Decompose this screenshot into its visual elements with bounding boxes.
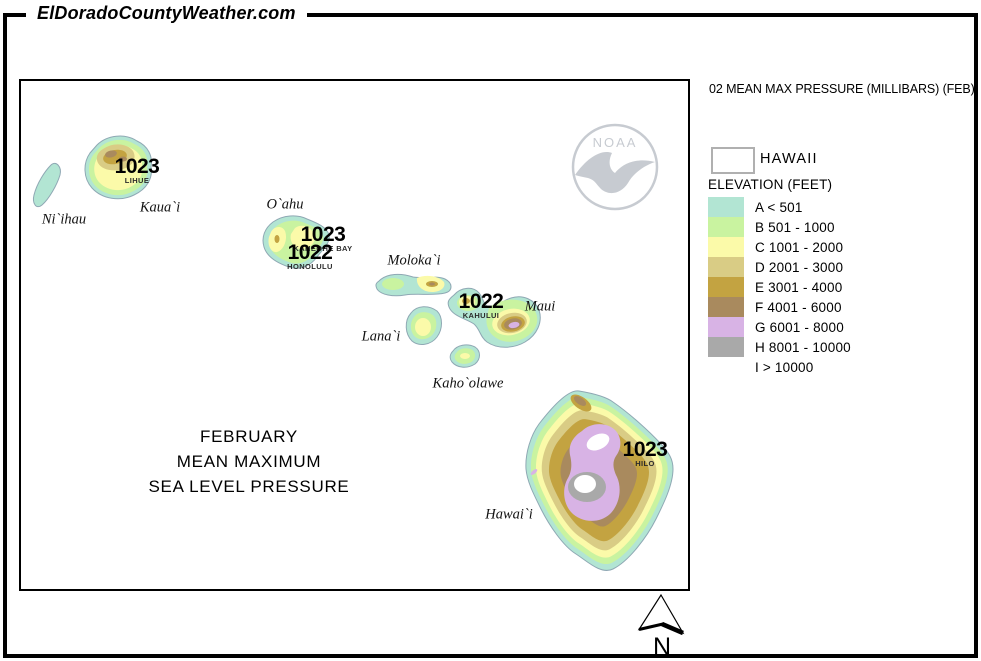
island-hawaii	[525, 390, 674, 571]
north-label: N	[653, 633, 671, 658]
pressure-value: 1023	[622, 438, 668, 461]
legend-swatch-a	[708, 197, 744, 217]
legend-row: E 3001 - 4000	[708, 277, 851, 297]
island-label-molokai: Moloka`i	[387, 252, 441, 269]
legend-label: F 4001 - 6000	[755, 299, 842, 315]
noaa-logo: NOAA	[571, 123, 659, 211]
legend-swatch-f	[708, 297, 744, 317]
map-title: FEBRUARY MEAN MAXIMUM SEA LEVEL PRESSURE	[149, 424, 350, 499]
station-city: LIHUE	[124, 176, 150, 185]
island-niihau	[33, 162, 61, 208]
legend-row: C 1001 - 2000	[708, 237, 851, 257]
legend-label: E 3001 - 4000	[755, 279, 843, 295]
legend-swatch-e	[708, 277, 744, 297]
island-label-maui: Maui	[524, 298, 556, 315]
island-lanai	[405, 306, 442, 345]
hawaii-region-swatch	[711, 147, 755, 174]
hawaii-map-panel: NOAA FEBRUARY MEAN MAXIMUM SEA LEVEL PRE…	[19, 79, 690, 591]
station-kahului: 1022 KAHULUI	[458, 290, 504, 320]
legend-header: 02 MEAN MAX PRESSURE (MILLIBARS) (FEB)	[709, 82, 975, 96]
legend-row: D 2001 - 3000	[708, 257, 851, 277]
station-city: KAHULUI	[462, 311, 500, 320]
pressure-value: 1023	[114, 155, 160, 178]
legend-row: A < 501	[708, 197, 851, 217]
noaa-logo-text: NOAA	[593, 135, 638, 150]
station-city: HONOLULU	[287, 262, 333, 271]
island-label-kauai: Kaua`i	[139, 199, 181, 216]
elevation-legend-title: ELEVATION (FEET)	[708, 177, 833, 192]
noaa-logo-circle	[571, 123, 659, 211]
hawaii-islands-map	[33, 135, 674, 571]
map-title-line2: MEAN MAXIMUM	[176, 452, 322, 471]
map-title-line1: FEBRUARY	[200, 427, 298, 446]
station-hilo: 1023 HILO	[622, 438, 668, 468]
site-title: ElDoradoCountyWeather.com	[26, 3, 307, 24]
pressure-value: 1022	[458, 290, 504, 313]
elevation-legend: A < 501 B 501 - 1000 C 1001 - 2000 D 200…	[708, 197, 851, 377]
noaa-seagull-icon	[575, 152, 655, 194]
legend-swatch-h	[708, 337, 744, 357]
island-oahu	[262, 215, 330, 269]
map-title-line3: SEA LEVEL PRESSURE	[148, 477, 350, 496]
island-label-kahoolawe: Kaho`olawe	[432, 375, 504, 392]
north-arrow: N	[637, 593, 685, 658]
legend-swatch-c	[708, 237, 744, 257]
legend-row: I > 10000	[708, 357, 851, 377]
station-kaneohe-bay: 1023 KANEOHE BAY	[293, 223, 353, 253]
north-arrow-chevron-right	[661, 621, 684, 636]
legend-row: G 6001 - 8000	[708, 317, 851, 337]
legend-label: I > 10000	[755, 359, 814, 375]
station-honolulu: 1022 HONOLULU	[287, 241, 333, 271]
legend-label: H 8001 - 10000	[755, 339, 851, 355]
legend-row: F 4001 - 6000	[708, 297, 851, 317]
legend-row: H 8001 - 10000	[708, 337, 851, 357]
hawaii-region-label: HAWAII	[760, 151, 818, 167]
island-maui	[447, 287, 541, 348]
legend-swatch-d	[708, 257, 744, 277]
island-label-hawaii: Hawai`i	[485, 506, 533, 523]
legend-label: D 2001 - 3000	[755, 259, 844, 275]
legend-swatch-b	[708, 217, 744, 237]
legend-swatch-i	[708, 357, 744, 377]
station-city: HILO	[635, 459, 655, 468]
station-lihue: 1023 LIHUE	[114, 155, 160, 185]
island-kahoolawe	[449, 344, 480, 368]
pressure-value: 1022	[287, 241, 333, 264]
island-label-niihau: Ni`ihau	[41, 211, 87, 228]
station-city: KANEOHE BAY	[293, 244, 353, 253]
pressure-value: 1023	[300, 223, 346, 246]
legend-row: B 501 - 1000	[708, 217, 851, 237]
north-arrow-chevron-left	[638, 622, 664, 631]
legend-label: C 1001 - 2000	[755, 239, 844, 255]
island-label-oahu: O`ahu	[266, 196, 304, 213]
island-label-lanai: Lana`i	[361, 328, 401, 345]
legend-label: G 6001 - 8000	[755, 319, 844, 335]
legend-swatch-g	[708, 317, 744, 337]
legend-label: A < 501	[755, 199, 803, 215]
page-border-frame	[3, 13, 978, 658]
island-kauai	[84, 135, 152, 200]
legend-label: B 501 - 1000	[755, 219, 835, 235]
island-molokai	[375, 273, 452, 297]
